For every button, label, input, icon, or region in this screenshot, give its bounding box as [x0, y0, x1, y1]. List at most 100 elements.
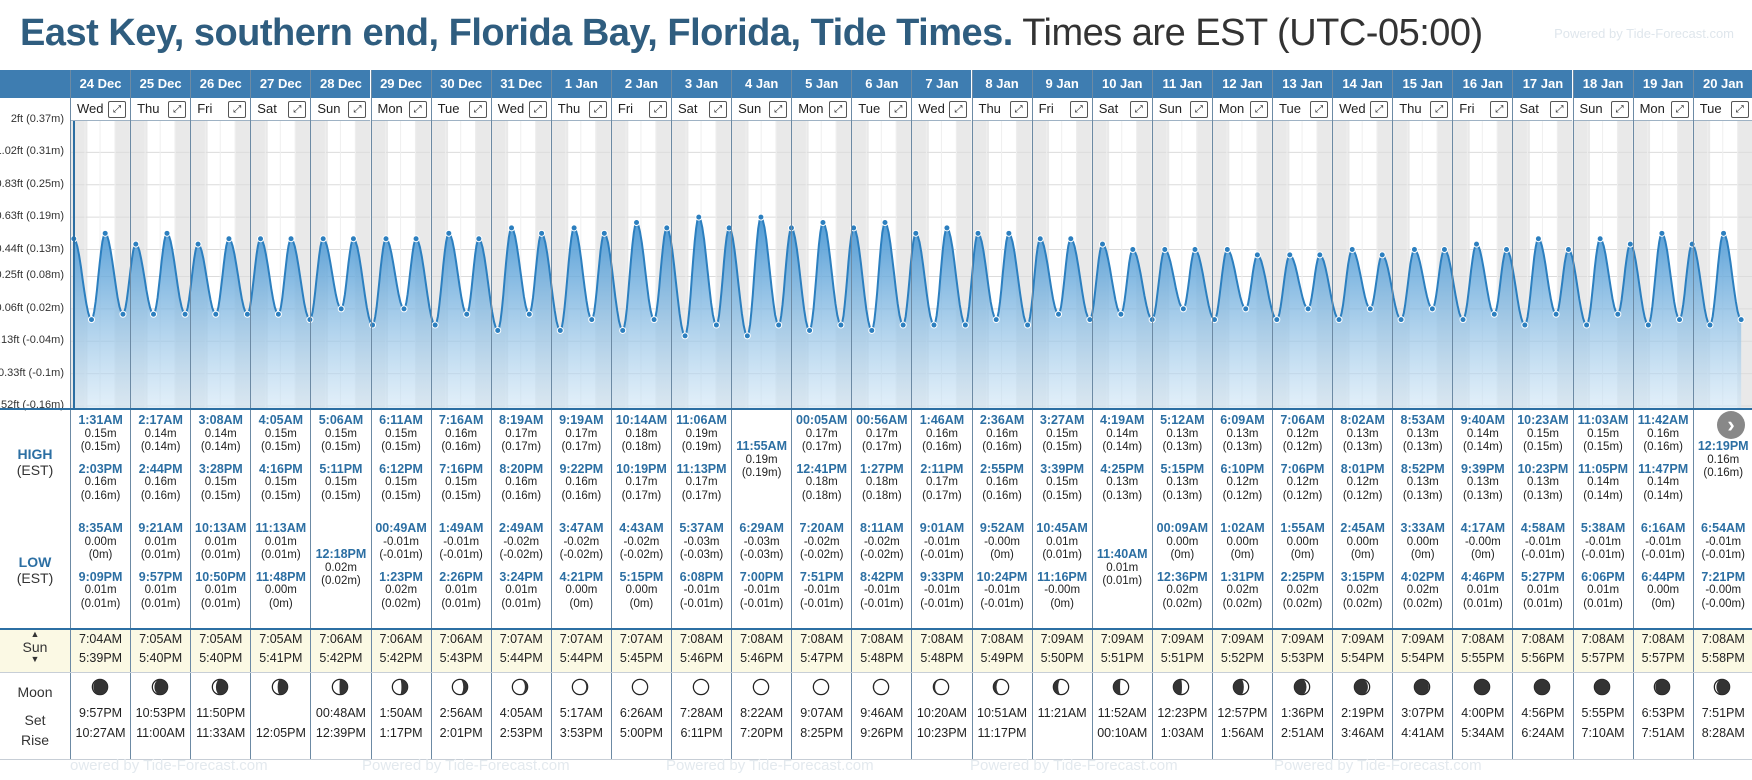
tide-height-paren: (0.12m)	[1282, 441, 1323, 453]
day-of-week-label: Fri	[617, 101, 634, 116]
sun-times: 7:08AM 5:48PM	[852, 630, 912, 670]
day-column: 7 Jan Wed ⤢ 1:46AM 0.16m (0.16m) 2:11PM 0.17m (0…	[911, 70, 972, 760]
high-tide-entry: 9:22PM 0.16m (0.16m)	[552, 462, 611, 504]
expand-icon[interactable]: ⤢	[468, 101, 487, 118]
expand-icon[interactable]: ⤢	[408, 101, 427, 118]
next-page-button[interactable]: ›	[1717, 411, 1745, 439]
expand-icon[interactable]: ⤢	[1490, 101, 1509, 118]
expand-icon[interactable]: ⤢	[1129, 101, 1148, 118]
expand-icon[interactable]: ⤢	[648, 101, 667, 118]
tide-time: 6:54AM	[1701, 521, 1746, 535]
sunset-time: 5:57PM	[1641, 651, 1685, 665]
expand-icon[interactable]: ⤢	[1550, 101, 1569, 118]
tide-height: -0.01m	[1645, 535, 1682, 548]
sun-times: 7:08AM 5:58PM	[1693, 630, 1752, 670]
y-axis-label: 2ft (0.37m)	[10, 113, 64, 125]
expand-icon[interactable]: ⤢	[1310, 101, 1329, 118]
sun-times: 7:09AM 5:54PM	[1333, 630, 1393, 670]
expand-icon[interactable]: ⤢	[1069, 101, 1088, 118]
moon-rise-time: 10:23PM	[916, 726, 967, 740]
expand-icon[interactable]: ⤢	[709, 101, 728, 118]
sunset-time: 5:44PM	[499, 651, 543, 665]
moon-phase-icon	[91, 678, 108, 696]
sunrise-time: 7:09AM	[1401, 632, 1445, 646]
expand-icon[interactable]: ⤢	[1610, 101, 1629, 118]
high-tide-entry: 8:02AM 0.13m (0.13m)	[1333, 413, 1392, 455]
high-tide-cell: 11:03AM 0.15m (0.15m) 11:05PM 0.14m (0.14m)	[1574, 413, 1633, 511]
tide-height: 0.14m	[1106, 427, 1139, 440]
low-tide-cell: 3:47AM -0.02m (-0.02m) 4:21PM 0.00m (0m)	[552, 521, 611, 619]
day-date: 5 Jan	[792, 70, 852, 98]
day-date: 12 Jan	[1212, 70, 1272, 98]
expand-icon[interactable]: ⤢	[108, 101, 127, 118]
low-tide-entry: 8:11AM -0.02m (-0.02m)	[852, 521, 911, 563]
day-date: 17 Jan	[1513, 70, 1573, 98]
expand-icon[interactable]: ⤢	[588, 101, 607, 118]
expand-icon[interactable]: ⤢	[348, 101, 367, 118]
tide-height: 0.17m	[805, 427, 838, 440]
expand-icon[interactable]: ⤢	[889, 101, 908, 118]
tide-height-paren: (0.01m)	[441, 597, 481, 610]
low-tide-point	[400, 305, 408, 313]
day-date: 28 Dec	[311, 70, 371, 98]
moon-times: 11:21AM	[1033, 674, 1092, 760]
tide-height-paren: (0.17m)	[922, 489, 962, 502]
expand-icon[interactable]: ⤢	[228, 101, 247, 118]
sunset-time: 5:45PM	[619, 651, 663, 665]
moon-times: 4:56PM 6:24AM	[1513, 674, 1572, 760]
expand-icon[interactable]: ⤢	[1249, 101, 1268, 118]
high-tide-cell: 9:40AM 0.14m (0.14m) 9:39PM 0.13m (0.13m)	[1453, 413, 1512, 511]
tide-height-paren: (0m)	[1651, 597, 1675, 610]
tide-time: 2:44PM	[138, 461, 183, 476]
moon-set-time: 5:55PM	[1581, 706, 1625, 720]
tide-height: 0.15m	[1526, 427, 1559, 440]
day-column: 15 Jan Thu ⤢ 8:53AM 0.13m (0.13m) 8:52PM 0.13m(…	[1392, 70, 1453, 760]
sunrise-time: 7:09AM	[1341, 632, 1385, 646]
watermark-bottom-2: Powered by Tide-Forecast.com	[362, 757, 570, 774]
day-column: 26 Dec Fri ⤢ 3:08AM 0.14m (0.14m) 3:28PM 0.15m(…	[190, 70, 251, 760]
low-tide-point	[930, 321, 938, 329]
expand-icon[interactable]: ⤢	[769, 101, 788, 118]
day-of-week-label: Wed	[1339, 101, 1366, 116]
expand-icon[interactable]: ⤢	[1430, 101, 1449, 118]
high-tide-entry: 8:01PM 0.12m (0.12m)	[1333, 462, 1392, 504]
expand-icon[interactable]: ⤢	[168, 101, 187, 118]
expand-icon[interactable]: ⤢	[829, 101, 848, 118]
expand-icon[interactable]: ⤢	[1009, 101, 1028, 118]
row-labels: HIGH (EST) LOW (EST) ▲ Sun ▼ Moon Set Ri…	[0, 408, 70, 760]
tide-time: 3:33AM	[1400, 521, 1445, 535]
moon-rise-time: 00:10AM	[1097, 726, 1148, 740]
sunset-time: 5:58PM	[1701, 651, 1745, 665]
expand-icon[interactable]: ⤢	[949, 101, 968, 118]
tide-height-paren: (0.02m)	[321, 575, 361, 587]
tide-height-paren: (0.13m)	[1222, 441, 1263, 453]
day-of-week: Sat ⤢	[251, 98, 311, 121]
expand-icon[interactable]: ⤢	[288, 101, 307, 118]
low-tide-point	[743, 332, 751, 340]
expand-icon[interactable]: ⤢	[1670, 101, 1689, 118]
low-tide-entry: 4:46PM 0.01m (0.01m)	[1453, 570, 1512, 612]
moon-rise-time: 2:53PM	[499, 726, 543, 740]
day-column: 19 Jan Mon ⤢ 11:42AM 0.16m (0.16m) 11:47PM 0.14…	[1632, 70, 1693, 760]
low-tide-entry: 5:27PM 0.01m (0.01m)	[1513, 570, 1572, 612]
sun-times: 7:04AM 5:39PM	[71, 630, 131, 670]
high-tide-point	[1410, 246, 1418, 254]
low-tide-entry: 5:37AM -0.03m (-0.03m)	[672, 521, 731, 563]
high-tide-point	[225, 235, 233, 243]
sun-times: 7:07AM 5:45PM	[611, 630, 671, 670]
expand-icon[interactable]: ⤢	[528, 101, 547, 118]
expand-icon[interactable]: ⤢	[1370, 101, 1389, 118]
low-tide-point	[775, 321, 783, 329]
expand-icon[interactable]: ⤢	[1189, 101, 1208, 118]
low-tide-entry: 7:00PM -0.01m (-0.01m)	[732, 570, 791, 612]
sun-up-arrow-icon: ▲	[30, 629, 40, 639]
moon-phase-icon	[1353, 678, 1370, 696]
tide-height: -0.01m	[924, 535, 960, 548]
low-tide-point	[1086, 316, 1094, 324]
high-label: HIGH (EST)	[0, 446, 70, 478]
moon-set-time: 9:46AM	[860, 706, 904, 720]
sunrise-time: 7:08AM	[740, 632, 784, 646]
day-column: 2 Jan Fri ⤢ 10:14AM 0.18m (0.18m) 10:19PM 0.17m…	[610, 70, 671, 760]
tide-time: 11:48PM	[255, 569, 306, 584]
expand-icon[interactable]: ⤢	[1730, 101, 1749, 118]
